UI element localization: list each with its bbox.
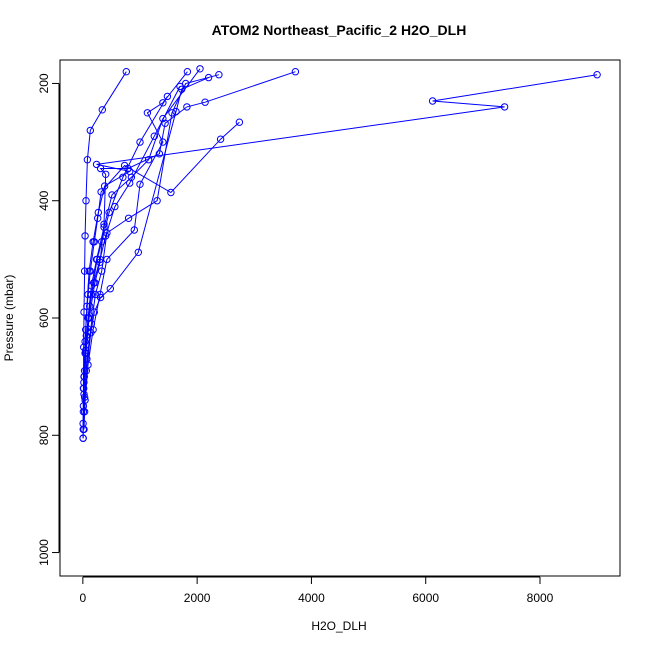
data-point bbox=[204, 73, 213, 82]
data-point bbox=[83, 156, 92, 164]
data-point bbox=[159, 138, 167, 146]
data-point bbox=[235, 118, 244, 126]
data-point bbox=[90, 238, 99, 246]
data-point bbox=[134, 248, 143, 257]
x-tick-label: 8000 bbox=[527, 591, 554, 605]
y-tick-label: 200 bbox=[37, 73, 51, 93]
data-point bbox=[143, 109, 152, 117]
data-point bbox=[102, 232, 110, 240]
y-tick-label: 800 bbox=[37, 425, 51, 445]
data-point bbox=[81, 349, 89, 357]
series-line bbox=[83, 121, 240, 377]
data-point bbox=[98, 106, 107, 114]
data-point bbox=[98, 238, 106, 246]
series-line bbox=[82, 71, 296, 430]
data-point bbox=[136, 180, 144, 189]
y-tick-label: 600 bbox=[37, 308, 51, 328]
data-point bbox=[80, 378, 88, 387]
data-point bbox=[100, 223, 108, 231]
x-tick-label: 0 bbox=[80, 591, 87, 605]
data-point bbox=[428, 97, 437, 105]
data-point bbox=[100, 182, 109, 190]
series-layer bbox=[79, 65, 601, 442]
data-point bbox=[102, 170, 110, 179]
data-point bbox=[155, 150, 164, 158]
data-point bbox=[90, 308, 99, 316]
data-point bbox=[106, 285, 115, 293]
data-point bbox=[97, 188, 105, 196]
data-point bbox=[79, 425, 88, 434]
data-point bbox=[216, 135, 225, 143]
data-point bbox=[201, 98, 209, 106]
x-tick-label: 2000 bbox=[184, 591, 211, 605]
data-point bbox=[163, 92, 172, 101]
data-point bbox=[96, 293, 105, 302]
plot-frame bbox=[59, 59, 621, 577]
series-7 bbox=[80, 118, 244, 381]
series-line bbox=[83, 96, 168, 383]
x-axis: 0 2000 4000 6000 8000 bbox=[80, 576, 554, 605]
data-point bbox=[126, 179, 134, 187]
data-point bbox=[215, 71, 223, 79]
data-point bbox=[500, 103, 509, 111]
data-point bbox=[96, 164, 105, 173]
data-point bbox=[136, 138, 144, 146]
y-axis: 200 400 600 800 1000 bbox=[37, 73, 60, 566]
data-point bbox=[93, 255, 101, 264]
data-point bbox=[119, 173, 127, 182]
data-point bbox=[130, 226, 139, 234]
data-point bbox=[167, 188, 175, 197]
y-tick-label: 1000 bbox=[37, 539, 51, 566]
data-point bbox=[122, 68, 131, 76]
data-point bbox=[176, 82, 184, 91]
data-point bbox=[79, 434, 87, 442]
data-point bbox=[153, 197, 161, 205]
y-tick-label: 400 bbox=[37, 190, 51, 210]
y-axis-title: Pressure (mbar) bbox=[2, 275, 16, 362]
x-axis-title: H2O_DLH bbox=[311, 619, 366, 633]
data-point bbox=[105, 208, 113, 217]
data-point bbox=[81, 232, 89, 240]
data-point bbox=[80, 267, 89, 275]
data-point bbox=[159, 99, 167, 107]
data-point bbox=[144, 156, 153, 164]
data-point bbox=[593, 71, 601, 79]
data-point bbox=[108, 191, 116, 199]
series-10 bbox=[80, 92, 172, 387]
data-point bbox=[86, 126, 95, 135]
data-point bbox=[82, 197, 90, 205]
data-point bbox=[150, 132, 159, 140]
data-point bbox=[120, 161, 129, 170]
x-tick-label: 6000 bbox=[412, 591, 439, 605]
data-point bbox=[161, 119, 169, 128]
data-point bbox=[94, 214, 102, 223]
data-point bbox=[87, 290, 96, 299]
data-point bbox=[79, 402, 88, 410]
data-point bbox=[196, 65, 204, 73]
data-point bbox=[159, 114, 167, 123]
data-point bbox=[183, 103, 191, 111]
data-point bbox=[183, 68, 192, 76]
data-point bbox=[98, 267, 106, 275]
chart-title: ATOM2 Northeast_Pacific_2 H2O_DLH bbox=[212, 22, 467, 38]
data-point bbox=[291, 68, 300, 76]
x-tick-label: 4000 bbox=[298, 591, 325, 605]
data-point bbox=[92, 160, 101, 169]
data-point bbox=[172, 107, 180, 116]
data-point bbox=[124, 214, 133, 223]
data-point bbox=[84, 314, 93, 322]
data-point bbox=[86, 267, 95, 275]
